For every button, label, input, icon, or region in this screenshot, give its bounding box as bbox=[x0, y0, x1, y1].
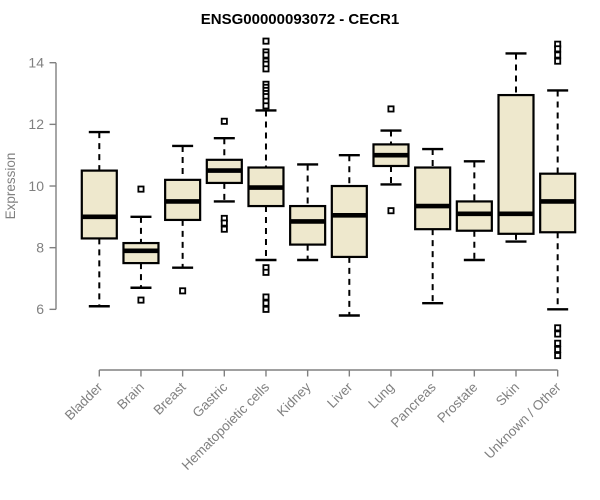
box-pancreas bbox=[414, 147, 452, 305]
iqr-box bbox=[414, 166, 452, 231]
box-gastric bbox=[205, 117, 243, 233]
outlier-point bbox=[220, 117, 228, 125]
box-breast bbox=[164, 144, 202, 295]
y-tick-label: 8 bbox=[36, 239, 44, 255]
x-tick-label-liver: Liver bbox=[324, 379, 356, 411]
outlier-point bbox=[220, 219, 228, 227]
y-tick-label: 6 bbox=[36, 301, 44, 317]
x-tick-label-bladder: Bladder bbox=[62, 379, 106, 423]
outlier-point bbox=[387, 105, 395, 113]
outlier-point bbox=[179, 287, 187, 295]
x-tick-label-kidney: Kidney bbox=[274, 379, 314, 419]
outlier-point bbox=[554, 51, 562, 59]
x-tick-label-breast: Breast bbox=[151, 379, 189, 417]
y-tick-label: 12 bbox=[28, 116, 44, 132]
iqr-box bbox=[122, 241, 160, 265]
outlier-point bbox=[554, 57, 562, 65]
box-brain bbox=[122, 185, 160, 304]
chart-title: ENSG00000093072 - CECR1 bbox=[201, 11, 399, 28]
x-tick-label-unknown-other: Unknown / Other bbox=[482, 379, 565, 462]
x-tick-label-skin: Skin bbox=[493, 380, 522, 409]
box-hematopoietic-cells bbox=[247, 37, 285, 313]
outlier-point bbox=[387, 207, 395, 215]
y-tick-label: 14 bbox=[28, 55, 44, 71]
outlier-point bbox=[262, 102, 270, 110]
iqr-box bbox=[330, 184, 368, 259]
box-kidney bbox=[289, 163, 327, 262]
x-tick-label-prostate: Prostate bbox=[434, 380, 480, 426]
x-tick-label-gastric: Gastric bbox=[190, 379, 231, 420]
box-liver bbox=[330, 153, 368, 317]
x-tick-label-pancreas: Pancreas bbox=[388, 379, 439, 430]
x-tick-label-brain: Brain bbox=[114, 380, 147, 413]
outlier-point bbox=[554, 352, 562, 360]
box-skin bbox=[497, 52, 535, 243]
outlier-point bbox=[554, 339, 562, 347]
outlier-point bbox=[262, 268, 270, 276]
iqr-box bbox=[455, 200, 493, 232]
outlier-point bbox=[554, 330, 562, 338]
y-axis-label: Expression bbox=[3, 153, 18, 220]
box-unknown-other bbox=[539, 40, 577, 360]
y-tick-label: 10 bbox=[28, 178, 44, 194]
y-axis: 6 8 10 12 14 bbox=[28, 55, 57, 317]
iqr-box bbox=[289, 204, 327, 246]
outlier-point bbox=[554, 345, 562, 353]
outlier-point bbox=[220, 225, 228, 233]
outlier-point bbox=[262, 65, 270, 73]
outlier-point bbox=[262, 37, 270, 45]
outlier-point bbox=[137, 296, 145, 304]
box-lung bbox=[372, 105, 410, 215]
outlier-point bbox=[262, 51, 270, 59]
outlier-point bbox=[262, 293, 270, 301]
outlier-point bbox=[554, 45, 562, 53]
iqr-box bbox=[497, 93, 535, 235]
box-prostate bbox=[455, 160, 493, 262]
outlier-point bbox=[262, 299, 270, 307]
boxplot-series bbox=[80, 37, 577, 360]
outlier-point bbox=[137, 185, 145, 193]
box-bladder bbox=[80, 130, 118, 308]
outlier-point bbox=[554, 324, 562, 332]
outlier-point bbox=[262, 305, 270, 313]
x-tick-label-lung: Lung bbox=[365, 380, 397, 412]
iqr-box bbox=[80, 169, 118, 240]
